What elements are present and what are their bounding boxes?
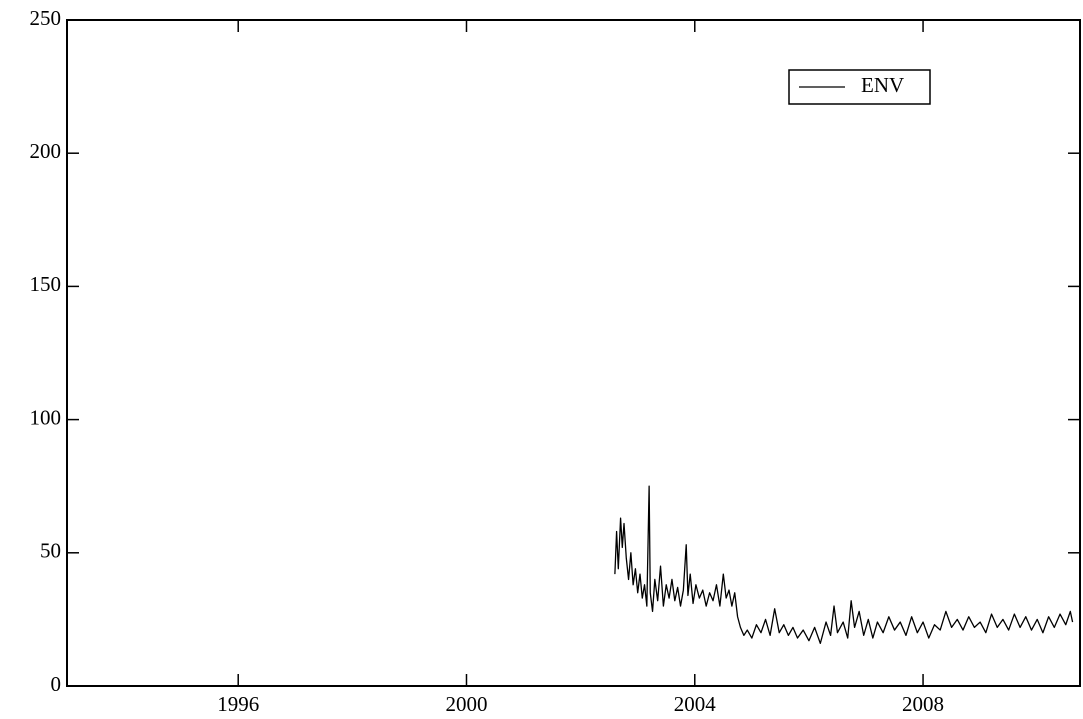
x-tick-label: 1996 (217, 692, 259, 716)
y-tick-label: 50 (40, 539, 61, 563)
y-tick-label: 250 (30, 6, 62, 30)
plot-frame (66, 19, 1081, 687)
y-tick-label: 200 (30, 139, 62, 163)
legend: ENV (788, 69, 931, 105)
y-tick-label: 0 (51, 672, 62, 696)
x-tick-label: 2000 (445, 692, 487, 716)
y-tick-label: 100 (30, 405, 62, 429)
line-series (614, 485, 1074, 645)
y-tick-label: 150 (30, 272, 62, 296)
x-tick-label: 2008 (902, 692, 944, 716)
legend-label: ENV (861, 73, 904, 97)
x-tick-label: 2004 (674, 692, 717, 716)
